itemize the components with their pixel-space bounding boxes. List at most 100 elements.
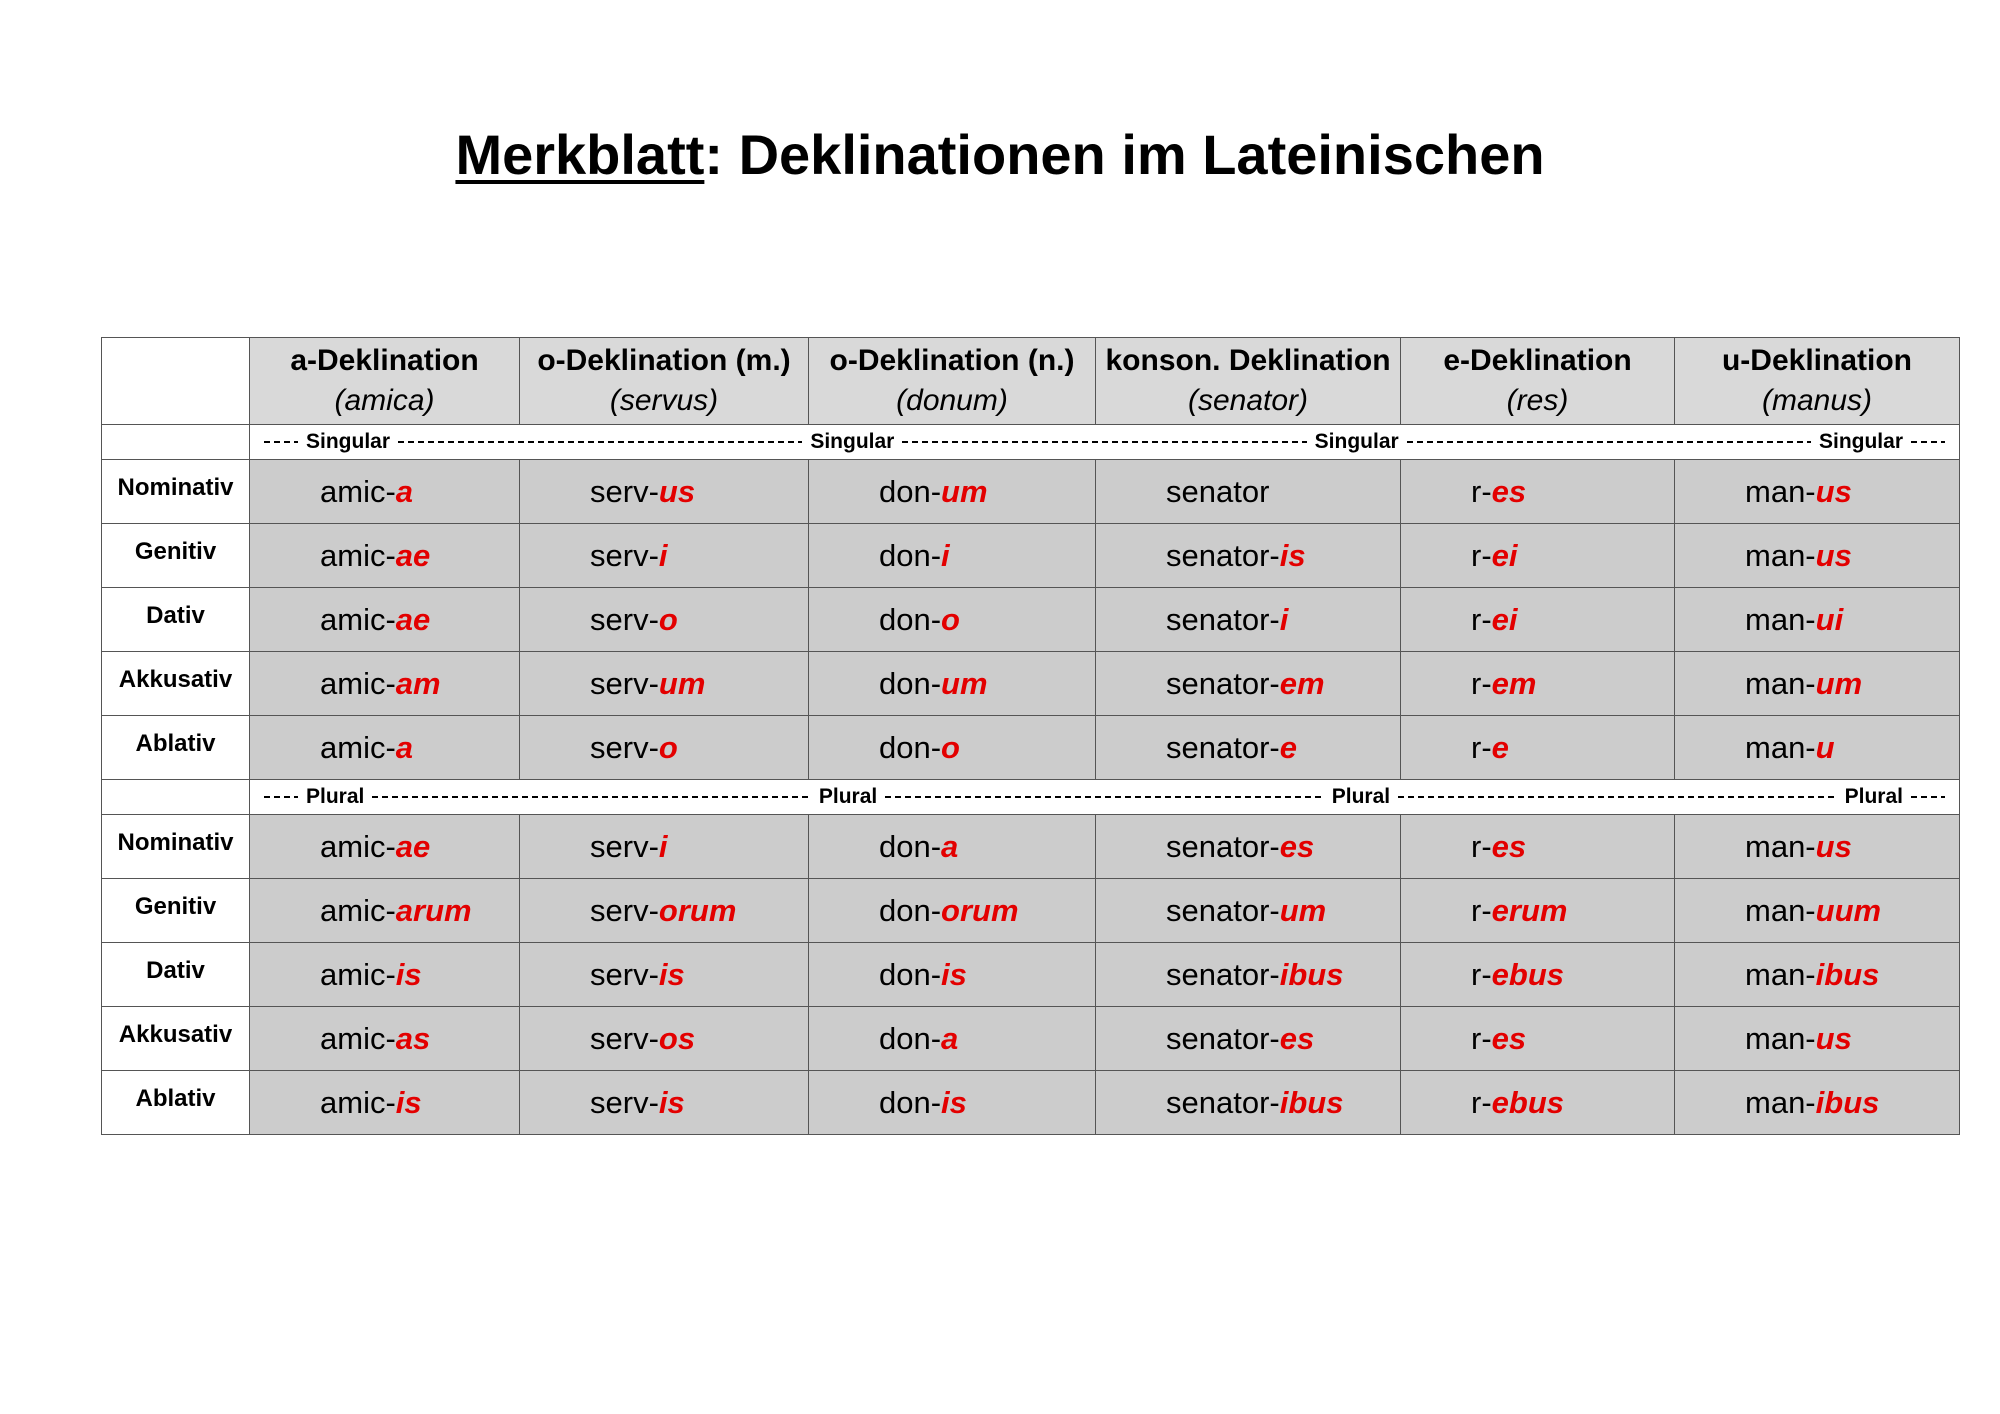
stem: senator- (1166, 1084, 1280, 1120)
form-cell: don-um (808, 459, 1096, 524)
case-row: Ablativ amic-a serv-o don-o senator-e r-e man-… (101, 715, 1960, 780)
declension-table: a-Deklination (amica) o-Deklination (m.) (s… (101, 337, 1960, 1135)
form-cell: r-es (1400, 1006, 1675, 1071)
ending: a (395, 729, 414, 765)
column-header: u-Deklination (manus) (1674, 337, 1960, 425)
form-cell: serv-us (519, 459, 809, 524)
stem: r- (1471, 828, 1492, 864)
ending: es (1491, 1020, 1527, 1056)
form-cell: amic-ae (249, 587, 520, 652)
column-header: konson. Deklination (senator) (1095, 337, 1401, 425)
column-name: a-Deklination (290, 344, 479, 377)
form-cell: senator-i (1095, 587, 1401, 652)
ending: o (658, 601, 678, 637)
form-cell: man-u (1674, 715, 1960, 780)
form-cell: don-o (808, 587, 1096, 652)
stem: serv- (590, 473, 659, 509)
stem: man- (1745, 1020, 1816, 1056)
form-cell: amic-am (249, 651, 520, 716)
stem: r- (1471, 537, 1492, 573)
divider-row: Singular Singular Singular Singular (101, 424, 1960, 460)
case-label: Genitiv (101, 523, 250, 588)
form-cell: serv-o (519, 587, 809, 652)
column-header: a-Deklination (amica) (249, 337, 520, 425)
case-label: Nominativ (101, 814, 250, 879)
column-example: (amica) (334, 384, 435, 417)
ending: arum (395, 892, 472, 928)
form-cell: r-em (1400, 651, 1675, 716)
form-cell: amic-is (249, 1070, 520, 1135)
column-example: (donum) (896, 384, 1008, 417)
form-cell: senator-em (1095, 651, 1401, 716)
stem: man- (1745, 729, 1816, 765)
dash-fill (902, 441, 1307, 443)
divider-label: Plural (818, 785, 878, 808)
form-cell: don-is (808, 942, 1096, 1007)
column-example: (senator) (1187, 384, 1309, 417)
column-name: konson. Deklination (1105, 344, 1391, 377)
case-row: Genitiv amic-arum serv-orum don-orum senator… (101, 878, 1960, 943)
stem: don- (879, 1084, 942, 1120)
form-cell: r-ei (1400, 523, 1675, 588)
form-cell: don-a (808, 814, 1096, 879)
ending: is (1279, 537, 1306, 573)
ending: a (395, 473, 414, 509)
form-cell: r-ebus (1400, 1070, 1675, 1135)
stem: don- (879, 601, 942, 637)
ending: os (658, 1020, 696, 1056)
ending: i (941, 537, 950, 573)
form-cell: senator-e (1095, 715, 1401, 780)
ending: is (395, 1084, 422, 1120)
form-cell: man-us (1674, 459, 1960, 524)
dash-fill (1406, 441, 1811, 443)
form-cell: senator-ibus (1095, 1070, 1401, 1135)
stem: senator- (1166, 537, 1280, 573)
stem: man- (1745, 892, 1816, 928)
stem: r- (1471, 601, 1492, 637)
form-cell: r-e (1400, 715, 1675, 780)
title: Merkblatt: Deklinationen im Lateinischen (0, 122, 2000, 187)
case-row: Dativ amic-ae serv-o don-o senator-i r-ei man-… (101, 587, 1960, 652)
form-cell: r-ebus (1400, 942, 1675, 1007)
ending: ibus (1815, 956, 1880, 992)
form-cell: don-a (808, 1006, 1096, 1071)
form-cell: senator-um (1095, 878, 1401, 943)
stem: serv- (590, 956, 659, 992)
ending: um (941, 473, 988, 509)
case-label: Akkusativ (101, 1006, 250, 1071)
ending: is (941, 956, 967, 992)
stem: serv- (590, 601, 659, 637)
ending: es (1491, 473, 1527, 509)
form-cell: serv-is (519, 942, 809, 1007)
form-cell: amic-arum (249, 878, 520, 943)
column-example: (servus) (609, 384, 719, 417)
divider-label: Singular (306, 430, 391, 453)
ending: erum (1491, 892, 1568, 928)
form-cell: senator-ibus (1095, 942, 1401, 1007)
ending: ebus (1491, 956, 1565, 992)
form-cell: man-ibus (1674, 942, 1960, 1007)
form-cell: amic-ae (249, 523, 520, 588)
ending: um (1279, 892, 1327, 928)
divider-blank (101, 779, 250, 815)
ending: um (941, 665, 988, 701)
ending: ei (1491, 601, 1518, 637)
stem: don- (879, 665, 942, 701)
form-cell: senator-is (1095, 523, 1401, 588)
ending: o (941, 601, 960, 637)
stem: amic- (320, 1020, 396, 1056)
divider-row: Plural Plural Plural Plural (101, 779, 1960, 815)
stem: senator- (1166, 601, 1280, 637)
stem: don- (879, 828, 942, 864)
column-name: e-Deklination (1443, 344, 1632, 377)
divider-blank (101, 424, 250, 460)
divider-label: Singular (1314, 430, 1399, 453)
stem: don- (879, 892, 942, 928)
ending: um (658, 665, 706, 701)
stem: man- (1745, 828, 1816, 864)
stem: serv- (590, 1020, 659, 1056)
form-cell: man-ibus (1674, 1070, 1960, 1135)
divider-label: Plural (1844, 785, 1903, 808)
ending: a (941, 1020, 959, 1056)
